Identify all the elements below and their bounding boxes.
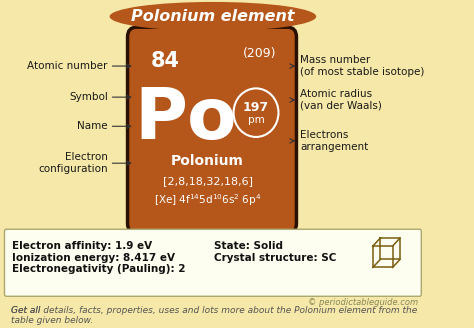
Text: Ionization energy: 8.417 eV: Ionization energy: 8.417 eV <box>12 253 175 262</box>
FancyBboxPatch shape <box>4 229 421 296</box>
Ellipse shape <box>109 2 316 31</box>
Text: Electron affinity: 1.9 eV: Electron affinity: 1.9 eV <box>12 241 152 251</box>
Text: Po: Po <box>135 85 237 154</box>
Text: Electronegativity (Pauling): 2: Electronegativity (Pauling): 2 <box>12 264 185 274</box>
Text: Electrons
arrangement: Electrons arrangement <box>300 130 368 152</box>
Text: Symbol: Symbol <box>69 92 108 102</box>
Text: [Xe] 4f$^{14}$5d$^{10}$6s$^{2}$ 6p$^{4}$: [Xe] 4f$^{14}$5d$^{10}$6s$^{2}$ 6p$^{4}$ <box>154 192 261 208</box>
FancyBboxPatch shape <box>128 27 296 233</box>
Text: [2,8,18,32,18,6]: [2,8,18,32,18,6] <box>163 176 253 186</box>
Text: © periodictableguide.com: © periodictableguide.com <box>309 298 419 307</box>
Text: (209): (209) <box>243 47 277 60</box>
Text: Name: Name <box>77 121 108 131</box>
Text: Mass number
(of most stable isotope): Mass number (of most stable isotope) <box>300 55 424 77</box>
Text: State: Solid: State: Solid <box>214 241 283 251</box>
Text: Get all details, facts, properties, uses and lots more about the Polonium elemen: Get all details, facts, properties, uses… <box>11 306 417 325</box>
Text: Electron
configuration: Electron configuration <box>38 153 108 174</box>
Text: 197: 197 <box>243 101 269 114</box>
Text: Atomic number: Atomic number <box>27 61 108 71</box>
Text: Crystal structure: SC: Crystal structure: SC <box>214 253 336 262</box>
Text: pm: pm <box>247 115 264 125</box>
Text: Get all: Get all <box>11 306 43 315</box>
Text: Polonium: Polonium <box>171 154 244 168</box>
Text: Polonium element: Polonium element <box>131 9 295 24</box>
Text: 84: 84 <box>151 51 180 71</box>
Text: Atomic radius
(van der Waals): Atomic radius (van der Waals) <box>300 89 382 111</box>
